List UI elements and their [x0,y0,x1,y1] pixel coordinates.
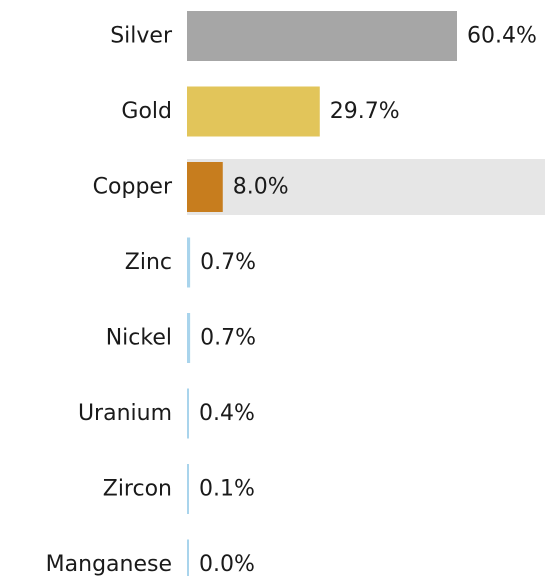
category-label-uranium: Uranium [78,401,172,426]
bar-copper[interactable] [187,162,223,212]
bar-silver[interactable] [187,11,457,61]
category-label-manganese: Manganese [46,552,172,576]
value-label-zinc: 0.7% [200,250,256,275]
category-label-gold: Gold [121,99,172,124]
value-label-copper: 8.0% [233,175,289,200]
bar-manganese[interactable] [187,539,189,576]
bar-zinc[interactable] [187,237,191,288]
category-label-copper: Copper [93,175,173,200]
value-label-manganese: 0.0% [199,552,255,576]
value-label-zircon: 0.1% [199,477,255,502]
bar-gold[interactable] [187,86,320,137]
category-label-silver: Silver [110,24,173,49]
category-label-nickel: Nickel [106,326,172,351]
value-label-silver: 60.4% [467,24,537,49]
bar-rows: Silver 60.4% Gold 29.7% Copper 8.0% Zinc 0.7% Ni… [46,11,545,576]
bar-zircon[interactable] [187,464,189,514]
value-label-gold: 29.7% [330,99,400,124]
category-label-zircon: Zircon [103,477,172,502]
highlight-band-copper [187,159,545,215]
category-label-zinc: Zinc [125,250,172,275]
value-label-nickel: 0.7% [200,326,256,351]
value-label-uranium: 0.4% [199,401,255,426]
bar-nickel[interactable] [187,313,191,363]
bar-uranium[interactable] [187,388,189,439]
